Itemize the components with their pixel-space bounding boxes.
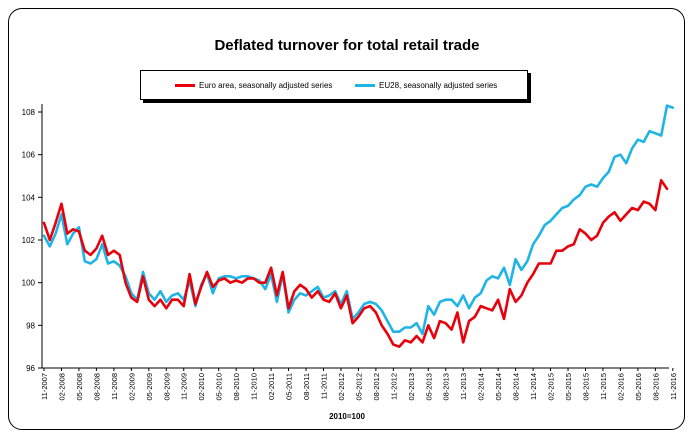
y-tick-label-96: 96 — [26, 364, 35, 373]
y-tick-label-98: 98 — [26, 321, 35, 330]
x-tick-label-08-2014: 08-2014 — [512, 373, 521, 401]
y-tick-label-100: 100 — [22, 279, 36, 288]
x-tick-label-05-2011: 05-2011 — [285, 373, 294, 400]
x-tick-label-02-2009: 02-2009 — [127, 373, 136, 401]
x-tick-label-08-2009: 08-2009 — [162, 373, 171, 401]
x-tick-label-05-2009: 05-2009 — [145, 373, 154, 401]
legend-swatch-eu28 — [355, 83, 375, 87]
x-tick-label-02-2016: 02-2016 — [616, 373, 625, 401]
x-tick-label-05-2012: 05-2012 — [354, 373, 363, 401]
x-tick-label-02-2012: 02-2012 — [337, 373, 346, 401]
legend-item-euro-area: Euro area, seasonally adjusted series — [175, 71, 332, 99]
x-tick-label-05-2014: 05-2014 — [494, 373, 503, 401]
x-tick-label-08-2010: 08-2010 — [232, 373, 241, 401]
x-tick-label-11-2007: 11-2007 — [40, 373, 49, 400]
x-axis-label: 2010=100 — [329, 412, 365, 421]
y-tick-label-108: 108 — [22, 108, 36, 117]
x-tick-label-05-2008: 05-2008 — [75, 373, 84, 401]
x-tick-label-08-2015: 08-2015 — [581, 373, 590, 401]
legend-label-euro-area: Euro area, seasonally adjusted series — [199, 80, 333, 90]
series-line-eu28 — [42, 104, 675, 336]
x-tick-label-05-2013: 05-2013 — [424, 373, 433, 401]
x-tick-label-11-2016: 11-2016 — [669, 373, 678, 400]
chart-legend: Euro area, seasonally adjusted series EU… — [140, 70, 528, 100]
x-tick-label-02-2008: 02-2008 — [57, 373, 66, 401]
legend-label-eu28: EU28, seasonally adjusted series — [379, 80, 498, 90]
x-tick-label-11-2010: 11-2010 — [250, 373, 259, 400]
x-tick-label-11-2015: 11-2015 — [599, 373, 608, 400]
chart-title: Deflated turnover for total retail trade — [214, 37, 480, 54]
legend-item-eu28: EU28, seasonally adjusted series — [355, 71, 497, 99]
series-line-euro-area — [42, 179, 669, 349]
x-tick-label-11-2011: 11-2011 — [319, 373, 328, 399]
x-tick-label-11-2013: 11-2013 — [459, 373, 468, 400]
x-tick-label-08-2008: 08-2008 — [92, 373, 101, 401]
x-tick-label-02-2014: 02-2014 — [477, 373, 486, 401]
x-tick-label-11-2012: 11-2012 — [389, 373, 398, 400]
x-tick-label-02-2015: 02-2015 — [547, 373, 556, 401]
x-tick-label-02-2010: 02-2010 — [197, 373, 206, 401]
y-tick-label-104: 104 — [22, 193, 36, 202]
x-tick-label-08-2011: 08-2011 — [302, 373, 311, 400]
chart-frame — [8, 8, 685, 430]
x-tick-label-02-2011: 02-2011 — [267, 373, 276, 400]
x-tick-label-08-2012: 08-2012 — [372, 373, 381, 401]
x-tick-label-05-2010: 05-2010 — [215, 373, 224, 401]
x-tick-label-02-2013: 02-2013 — [407, 373, 416, 401]
x-tick-label-05-2016: 05-2016 — [634, 373, 643, 401]
legend-swatch-euro-area — [175, 83, 195, 87]
x-tick-label-08-2013: 08-2013 — [442, 373, 451, 401]
y-tick-label-102: 102 — [22, 236, 36, 245]
x-tick-label-11-2008: 11-2008 — [110, 373, 119, 400]
x-tick-label-11-2009: 11-2009 — [180, 373, 189, 400]
x-tick-label-08-2016: 08-2016 — [651, 373, 660, 401]
x-tick-label-11-2014: 11-2014 — [529, 373, 538, 400]
y-tick-label-106: 106 — [22, 151, 36, 160]
x-tick-label-05-2015: 05-2015 — [564, 373, 573, 401]
